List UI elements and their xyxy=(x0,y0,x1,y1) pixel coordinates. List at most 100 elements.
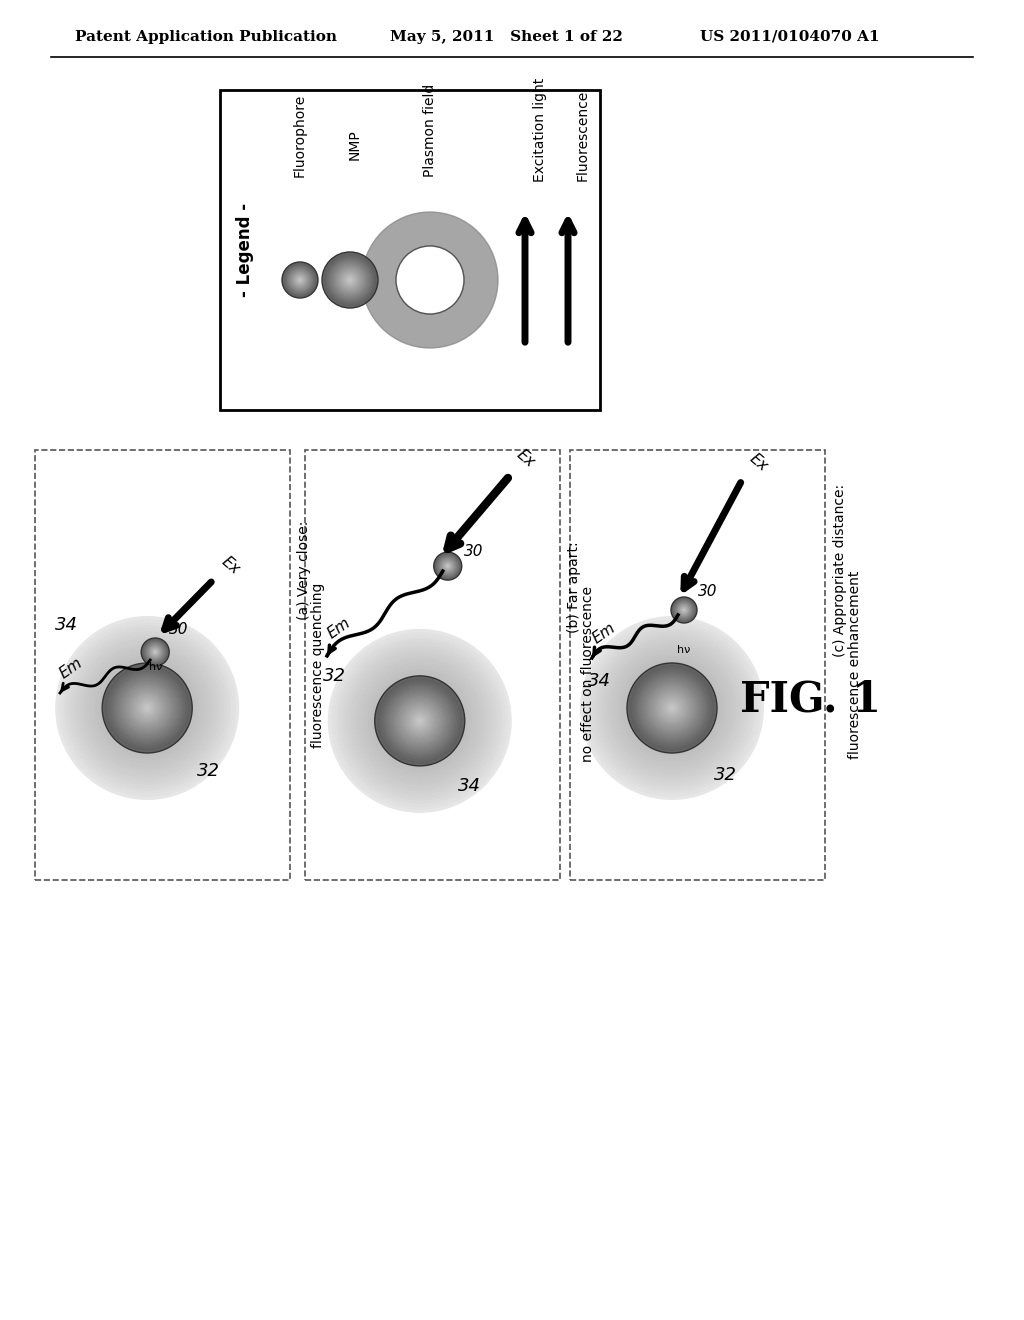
Circle shape xyxy=(337,638,503,804)
Circle shape xyxy=(435,553,461,578)
Circle shape xyxy=(445,564,451,569)
Circle shape xyxy=(112,672,183,744)
Circle shape xyxy=(143,640,167,664)
Circle shape xyxy=(413,714,427,727)
Text: (a) Very close:: (a) Very close: xyxy=(297,520,311,620)
Circle shape xyxy=(340,642,500,801)
Circle shape xyxy=(333,263,367,297)
Circle shape xyxy=(337,268,362,293)
Circle shape xyxy=(682,609,686,612)
Circle shape xyxy=(150,647,161,657)
Circle shape xyxy=(666,701,679,714)
Circle shape xyxy=(434,553,461,579)
Circle shape xyxy=(352,653,487,788)
Circle shape xyxy=(678,605,690,616)
FancyBboxPatch shape xyxy=(305,450,560,880)
Circle shape xyxy=(610,647,733,770)
Circle shape xyxy=(382,682,458,759)
Text: Plasmon field: Plasmon field xyxy=(423,83,437,177)
Circle shape xyxy=(328,257,373,302)
Circle shape xyxy=(287,267,313,293)
Circle shape xyxy=(440,560,455,573)
Circle shape xyxy=(445,564,450,568)
Text: - Legend -: - Legend - xyxy=(236,203,254,297)
FancyBboxPatch shape xyxy=(570,450,825,880)
Circle shape xyxy=(659,696,684,721)
Text: hν: hν xyxy=(150,663,163,672)
Circle shape xyxy=(392,693,447,748)
Circle shape xyxy=(284,264,316,296)
Circle shape xyxy=(407,708,433,734)
Circle shape xyxy=(386,688,454,755)
Circle shape xyxy=(154,651,157,653)
Circle shape xyxy=(390,692,449,750)
Circle shape xyxy=(329,259,371,301)
Text: 32: 32 xyxy=(714,766,737,784)
Circle shape xyxy=(404,706,435,737)
Circle shape xyxy=(331,260,370,300)
Circle shape xyxy=(375,676,465,766)
Circle shape xyxy=(580,616,764,800)
Circle shape xyxy=(436,554,460,578)
Text: Excitation light: Excitation light xyxy=(534,78,547,182)
Circle shape xyxy=(396,246,464,314)
Circle shape xyxy=(620,656,724,760)
Circle shape xyxy=(636,672,708,744)
Circle shape xyxy=(651,688,692,729)
Text: (c) Appropriate distance:: (c) Appropriate distance: xyxy=(833,484,847,657)
Circle shape xyxy=(418,718,422,723)
Circle shape xyxy=(374,675,466,767)
Circle shape xyxy=(671,597,697,623)
Circle shape xyxy=(83,644,212,772)
Circle shape xyxy=(399,701,440,741)
Circle shape xyxy=(638,675,706,742)
Circle shape xyxy=(444,562,452,570)
Circle shape xyxy=(679,605,689,615)
Text: hν: hν xyxy=(677,645,690,655)
Circle shape xyxy=(650,686,693,730)
Circle shape xyxy=(291,271,309,289)
Text: fluorescence enhancement: fluorescence enhancement xyxy=(848,570,862,759)
Circle shape xyxy=(635,671,709,744)
Circle shape xyxy=(598,635,745,781)
Circle shape xyxy=(649,685,694,730)
Circle shape xyxy=(151,647,160,657)
Circle shape xyxy=(414,714,426,727)
FancyBboxPatch shape xyxy=(35,450,290,880)
Circle shape xyxy=(285,265,315,296)
Circle shape xyxy=(397,698,442,743)
Text: 34: 34 xyxy=(588,672,611,690)
Circle shape xyxy=(643,678,701,738)
Text: 30: 30 xyxy=(698,583,718,599)
Circle shape xyxy=(673,599,695,620)
Circle shape xyxy=(641,677,702,739)
Text: 34: 34 xyxy=(458,777,480,795)
Circle shape xyxy=(663,700,681,717)
Circle shape xyxy=(613,649,730,767)
Circle shape xyxy=(674,601,693,620)
Circle shape xyxy=(134,694,161,722)
Circle shape xyxy=(135,696,160,721)
Circle shape xyxy=(670,706,674,710)
Circle shape xyxy=(348,279,351,281)
Text: (b) Far apart:: (b) Far apart: xyxy=(567,541,581,634)
Text: Em: Em xyxy=(590,619,618,645)
Circle shape xyxy=(120,680,175,735)
Circle shape xyxy=(155,651,156,652)
Circle shape xyxy=(140,701,154,714)
Circle shape xyxy=(680,606,688,614)
Circle shape xyxy=(86,647,209,770)
Circle shape xyxy=(441,560,454,573)
Circle shape xyxy=(408,709,432,733)
Circle shape xyxy=(434,552,462,579)
Circle shape xyxy=(141,638,169,667)
Circle shape xyxy=(355,656,484,785)
Circle shape xyxy=(358,660,481,783)
Text: Em: Em xyxy=(325,615,353,642)
Circle shape xyxy=(656,692,688,723)
Circle shape xyxy=(89,649,206,767)
Circle shape xyxy=(144,705,151,711)
Circle shape xyxy=(114,675,181,742)
Circle shape xyxy=(335,264,366,296)
Circle shape xyxy=(136,697,159,719)
